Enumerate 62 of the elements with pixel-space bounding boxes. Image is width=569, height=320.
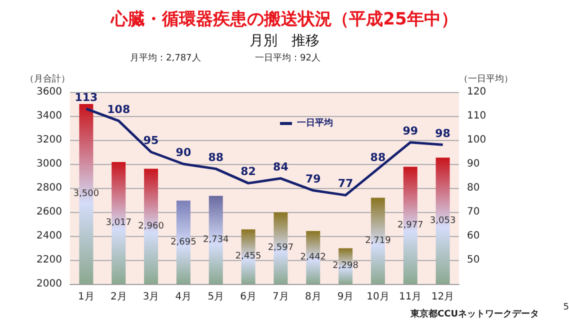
x-tick-label: 5月 xyxy=(208,292,224,302)
y-tick-label: 3200 xyxy=(36,134,62,146)
data-label: 2,455 xyxy=(235,252,262,262)
x-tick-label: 10月 xyxy=(366,292,390,302)
data-label: 2,719 xyxy=(365,236,392,246)
y-axis-title: （月合計） xyxy=(25,74,70,84)
data-label: 108 xyxy=(107,102,130,116)
data-label: 88 xyxy=(208,150,224,164)
y-tick-label: 2800 xyxy=(36,182,62,194)
y-tick-label: 2400 xyxy=(36,230,62,242)
y-tick-label: 2000 xyxy=(36,278,62,290)
data-label: 79 xyxy=(305,172,321,186)
data-label: 2,298 xyxy=(332,261,359,272)
data-label: 2,977 xyxy=(397,220,424,230)
data-label: 2,597 xyxy=(268,243,294,254)
x-tick-label: 1月 xyxy=(78,292,94,302)
data-label: 88 xyxy=(370,150,386,164)
y2-tick-label: 90 xyxy=(467,158,480,170)
y-tick-label: 3000 xyxy=(36,158,62,170)
data-label: 90 xyxy=(176,146,192,159)
y2-tick-label: 70 xyxy=(467,206,480,218)
y-tick-label: 2600 xyxy=(36,206,62,218)
data-label: 113 xyxy=(74,90,98,104)
y2-tick-label: 80 xyxy=(467,182,480,194)
y2-tick-label: 60 xyxy=(467,230,480,242)
data-label: 2,960 xyxy=(138,221,164,232)
x-tick-label: 11月 xyxy=(399,292,422,302)
data-label: 3,053 xyxy=(430,216,456,226)
y2-axis-title: （一日平均） xyxy=(459,74,513,84)
y2-tick-label: 100 xyxy=(467,134,486,146)
y-tick-label: 3400 xyxy=(36,110,62,122)
data-label: 98 xyxy=(435,126,450,140)
data-label: 77 xyxy=(338,177,354,190)
text: 月平均：2,787人 xyxy=(130,52,201,64)
data-label: 2,734 xyxy=(202,234,230,245)
x-tick-label: 12月 xyxy=(431,292,454,302)
x-tick-label: 4月 xyxy=(175,292,192,302)
x-tick-label: 8月 xyxy=(304,292,322,302)
x-tick-label: 9月 xyxy=(337,292,354,302)
x-tick-label: 3月 xyxy=(142,292,160,302)
text: 5 xyxy=(563,302,569,312)
chart-title: 心臓・循環器疾患の搬送状況（平成25年中） xyxy=(110,10,458,30)
text: 東京都CCUネットワークデータ xyxy=(409,308,540,320)
legend-label: 一日平均 xyxy=(297,118,333,128)
text: 一日平均：92人 xyxy=(255,52,320,64)
x-tick-label: 7月 xyxy=(272,292,289,302)
data-label: 99 xyxy=(402,124,418,138)
data-label: 82 xyxy=(240,165,256,178)
data-label: 2,695 xyxy=(170,237,196,248)
y-tick-label: 3600 xyxy=(36,86,62,98)
chart-subtitle: 月別 推移 xyxy=(250,33,320,49)
data-label: 84 xyxy=(273,160,289,174)
data-label: 95 xyxy=(143,134,159,147)
data-label: 3,017 xyxy=(106,218,132,228)
x-tick-label: 2月 xyxy=(110,292,127,302)
y2-tick-label: 50 xyxy=(467,254,480,266)
y2-tick-label: 120 xyxy=(467,86,486,98)
x-tick-label: 6月 xyxy=(240,292,256,302)
y2-tick-label: 110 xyxy=(467,110,486,122)
data-label: 3,500 xyxy=(73,189,100,199)
data-label: 2,442 xyxy=(300,252,326,262)
y-tick-label: 2200 xyxy=(36,254,62,266)
